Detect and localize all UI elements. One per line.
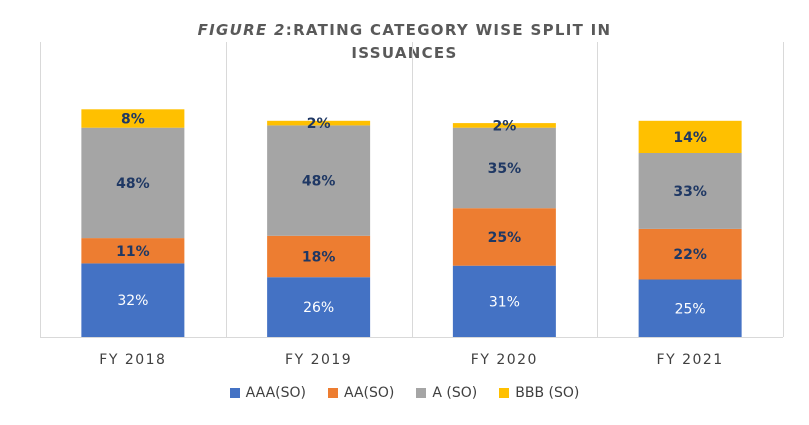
- data-label: 33%: [673, 184, 707, 200]
- legend-item: BBB (SO): [499, 385, 579, 401]
- data-label: 32%: [117, 293, 148, 309]
- data-label: 2%: [492, 118, 516, 134]
- data-label: 8%: [121, 112, 145, 128]
- bar-segment: [452, 123, 556, 128]
- legend-swatch: [416, 388, 427, 398]
- legend-label: AA(SO): [344, 385, 395, 401]
- bar-segment: [267, 120, 371, 126]
- data-label: 26%: [303, 300, 334, 316]
- legend-swatch: [328, 388, 338, 398]
- chart-title-line2: ISSUANCES: [351, 44, 458, 62]
- bar-segment: [638, 120, 742, 153]
- bar-segment: [638, 279, 742, 337]
- data-label: 2%: [307, 116, 331, 132]
- data-label: 31%: [489, 294, 520, 310]
- legend-swatch: [499, 388, 510, 398]
- data-label: 18%: [302, 250, 336, 266]
- bar-segment: [267, 125, 371, 236]
- data-label: 25%: [675, 301, 706, 317]
- bar-segment: [452, 127, 556, 209]
- legend-item: AAA(SO): [229, 385, 306, 401]
- x-tick-label: FY 2021: [657, 352, 724, 368]
- x-tick-label: FY 2018: [99, 352, 166, 368]
- data-label: 35%: [488, 161, 522, 177]
- bar-segment: [267, 277, 371, 337]
- x-tick-label: FY 2020: [471, 352, 538, 368]
- bar-segment: [638, 153, 742, 229]
- chart-title: FIGURE 2:RATING CATEGORY WISE SPLIT IN I…: [0, 19, 809, 65]
- chart-title-text: :RATING CATEGORY WISE SPLIT IN: [285, 21, 612, 39]
- x-tick-label: FY 2019: [285, 352, 352, 368]
- bar-segment: [81, 109, 185, 128]
- data-label: 48%: [116, 176, 150, 192]
- legend-item: AA(SO): [328, 385, 394, 401]
- bar-segment: [81, 127, 185, 239]
- bar-segment: [81, 238, 185, 264]
- bar-segment: [452, 208, 556, 266]
- legend-swatch: [229, 388, 240, 398]
- bar-segment: [81, 263, 185, 337]
- data-label: 22%: [673, 247, 707, 263]
- data-label: 14%: [673, 130, 707, 146]
- data-label: 48%: [302, 174, 336, 190]
- legend-label: AAA(SO): [245, 385, 306, 401]
- chart-legend: AAA(SO) AA(SO) A (SO) BBB (SO): [0, 385, 809, 401]
- legend-item: A (SO): [416, 385, 477, 401]
- bar-segment: [452, 265, 556, 337]
- data-label: 11%: [116, 244, 150, 260]
- legend-label: BBB (SO): [515, 385, 580, 401]
- bar-segment: [267, 235, 371, 278]
- data-label: 25%: [488, 230, 522, 246]
- legend-label: A (SO): [432, 385, 478, 401]
- chart-title-figure: FIGURE 2: [197, 21, 286, 39]
- bar-segment: [638, 228, 742, 280]
